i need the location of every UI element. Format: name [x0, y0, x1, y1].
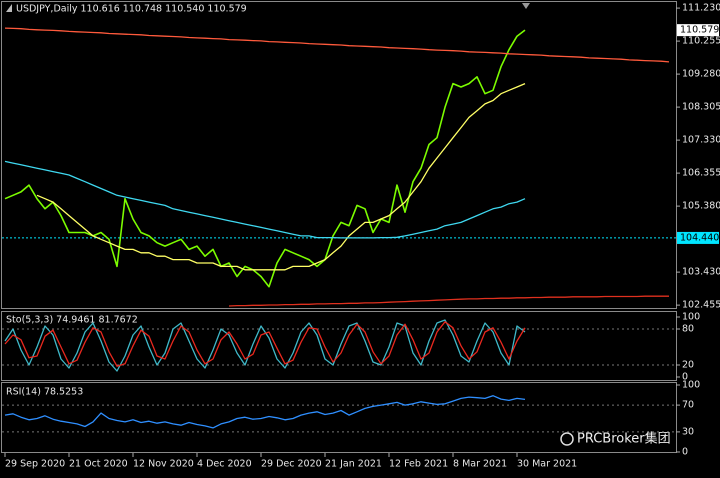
- last-price-box: [677, 24, 719, 37]
- chart-title: USDJPY,Daily 110.616 110.748 110.540 110…: [16, 4, 247, 15]
- x-tick-label: 21 Jan 2021: [325, 459, 382, 470]
- y-tick-label: 106.355: [682, 168, 720, 179]
- x-tick-label: 12 Nov 2020: [133, 459, 194, 470]
- watermark: PRCBroker集团: [577, 431, 671, 447]
- series-line: [4, 319, 526, 372]
- rsi-panel-frame: [1, 382, 677, 453]
- y-tick-label: 105.380: [682, 201, 720, 212]
- series-line: [4, 321, 526, 367]
- stoch-title: Sto(5,3,3) 74.9461 81.7672: [6, 315, 138, 326]
- shift-marker: [522, 3, 530, 9]
- y-tick-label: 20: [682, 360, 694, 371]
- x-tick-label: 21 Oct 2020: [69, 459, 128, 470]
- main-panel-frame: [1, 1, 677, 309]
- y-tick-label: 80: [682, 324, 694, 335]
- hline-label-box: [677, 231, 719, 244]
- x-tick-label: 30 Mar 2021: [517, 459, 577, 470]
- y-tick-label: 0: [682, 447, 688, 458]
- symbol-icon: [6, 4, 12, 12]
- y-tick-label: 100: [682, 380, 700, 391]
- y-tick-label: 102.455: [682, 300, 720, 311]
- y-tick-label: 108.305: [682, 102, 720, 113]
- series-line: [4, 160, 526, 239]
- x-tick-label: 29 Dec 2020: [261, 459, 322, 470]
- x-tick-label: 12 Feb 2021: [389, 459, 448, 470]
- y-tick-label: 100: [682, 312, 700, 323]
- x-tick-label: 4 Dec 2020: [197, 459, 252, 470]
- x-tick-label: 29 Sep 2020: [5, 459, 65, 470]
- panel-frames: [1, 1, 677, 453]
- y-tick-label: 110.255: [682, 36, 720, 47]
- series-line: [4, 395, 526, 429]
- y-tick-label: 107.330: [682, 135, 720, 146]
- hline-label: 104.440: [680, 232, 719, 243]
- watermark-logo: [560, 432, 574, 446]
- rsi-title: RSI(14) 78.5253: [6, 387, 83, 398]
- y-tick-label: 103.430: [682, 267, 720, 278]
- y-tick-label: 70: [682, 400, 694, 411]
- x-tick-label: 8 Mar 2021: [453, 459, 507, 470]
- last-price-label: 110.579: [680, 25, 719, 36]
- series-line: [228, 295, 669, 307]
- stoch-panel-frame: [1, 311, 677, 381]
- series-line: [4, 27, 670, 63]
- y-tick-label: 30: [682, 426, 694, 437]
- y-tick-label: 0: [682, 372, 688, 383]
- y-tick-label: 109.280: [682, 69, 720, 80]
- series-line: [36, 83, 526, 271]
- y-tick-label: 111.230: [682, 3, 720, 14]
